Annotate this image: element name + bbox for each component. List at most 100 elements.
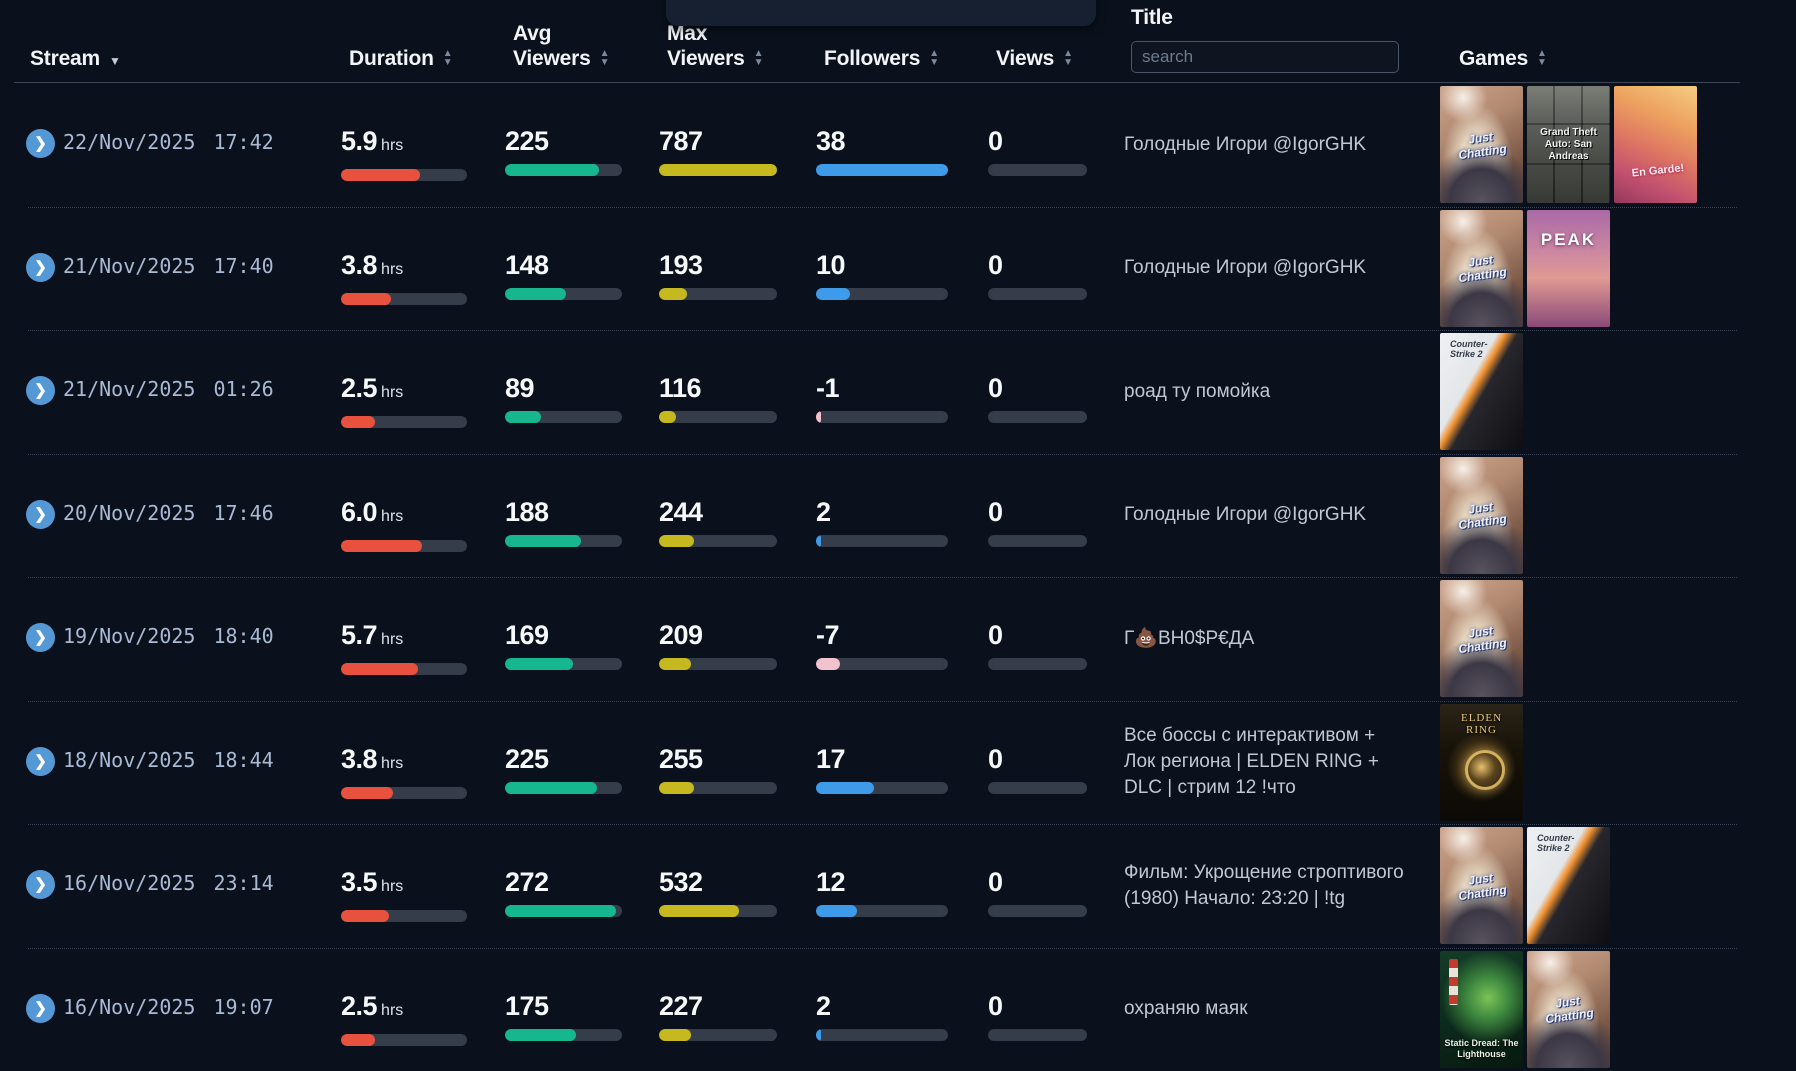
column-header-views[interactable]: Views xyxy=(988,47,1123,83)
followers-bar xyxy=(816,1028,948,1041)
duration-unit: hrs xyxy=(381,507,404,525)
sort-toggle-icon[interactable] xyxy=(1063,50,1073,67)
game-thumbnail-just-chatting[interactable]: Just Chatting xyxy=(1440,209,1523,327)
duration-bar-fill xyxy=(341,416,376,428)
avg-viewers-value: 89 xyxy=(505,373,535,403)
views-value: 0 xyxy=(988,990,1003,1021)
followers-bar-fill xyxy=(816,658,840,670)
avg-viewers-value: 225 xyxy=(505,126,549,156)
game-thumbnail-gta-san-andreas[interactable]: Grand Theft Auto: San Andreas xyxy=(1527,86,1610,204)
chevron-right-icon xyxy=(34,877,47,892)
max-viewers-value: 209 xyxy=(659,620,703,650)
stream-date: 21/Nov/2025 xyxy=(63,377,196,401)
sort-toggle-icon[interactable] xyxy=(600,50,610,67)
game-thumbnail-counter-strike-2[interactable]: Counter-Strike 2 xyxy=(1440,333,1523,451)
duration-cell: 2.5 hrs xyxy=(341,330,505,454)
views-bar xyxy=(988,658,1087,670)
stream-date: 20/Nov/2025 xyxy=(63,500,196,525)
followers-cell: 12 xyxy=(816,824,988,948)
game-thumbnail-en-garde[interactable]: En Garde! xyxy=(1614,86,1697,204)
expand-row-button[interactable] xyxy=(26,993,55,1023)
views-value: 0 xyxy=(988,496,1003,527)
avg-viewers-cell: 188 xyxy=(505,454,659,578)
sort-toggle-icon[interactable] xyxy=(1537,50,1547,67)
sort-desc-icon xyxy=(443,59,453,67)
sort-toggle-icon[interactable] xyxy=(929,50,939,67)
column-header-stream[interactable]: Stream xyxy=(0,47,341,83)
followers-value: -7 xyxy=(816,620,840,650)
duration-cell: 3.8 hrs xyxy=(341,701,505,825)
max-viewers-bar xyxy=(659,164,777,176)
followers-cell: 17 xyxy=(816,701,988,825)
games-cell: Just Chatting Grand Theft Auto: San Andre… xyxy=(1440,83,1796,207)
sort-toggle-icon[interactable] xyxy=(754,50,764,67)
column-header-avg-viewers[interactable]: Avg Viewers xyxy=(505,21,659,83)
game-title-label: Counter-Strike 2 xyxy=(1450,339,1488,360)
followers-bar-fill xyxy=(816,781,875,794)
followers-value: -1 xyxy=(816,373,840,403)
duration-bar xyxy=(341,416,467,428)
game-thumbnail-just-chatting[interactable]: Just Chatting xyxy=(1527,950,1610,1068)
duration-bar-fill xyxy=(341,539,422,552)
views-bar xyxy=(988,1028,1087,1041)
max-viewers-bar xyxy=(659,1028,777,1041)
duration-bar xyxy=(341,1033,467,1046)
game-thumbnail-static-dread[interactable]: Static Dread: The Lighthouse xyxy=(1440,950,1523,1068)
stream-datetime: 16/Nov/2025 19:07 xyxy=(63,948,341,1071)
game-thumbnail-counter-strike-2[interactable]: Counter-Strike 2 xyxy=(1527,827,1610,945)
games-cell: Just Chatting xyxy=(1440,577,1796,701)
expand-cell xyxy=(0,454,63,578)
expand-row-button[interactable] xyxy=(26,623,55,652)
duration-cell: 3.5 hrs xyxy=(341,824,505,948)
avg-viewers-cell: 225 xyxy=(505,83,659,207)
max-viewers-value: 244 xyxy=(659,496,703,527)
game-thumbnail-just-chatting[interactable]: Just Chatting xyxy=(1440,456,1523,574)
expand-row-button[interactable] xyxy=(26,746,55,776)
title-search-input[interactable] xyxy=(1131,41,1399,73)
game-thumbnail-just-chatting[interactable]: Just Chatting xyxy=(1440,827,1523,945)
followers-bar xyxy=(816,287,948,300)
stream-datetime: 20/Nov/2025 17:46 xyxy=(63,454,341,578)
duration-value: 2.5 xyxy=(341,373,378,403)
games-cell: Static Dread: The Lighthouse Just Chattin… xyxy=(1440,948,1796,1071)
expand-row-button[interactable] xyxy=(26,499,55,529)
game-thumbnail-peak[interactable]: PEAK xyxy=(1527,209,1610,327)
stream-datetime: 21/Nov/2025 01:26 xyxy=(63,330,341,454)
column-label-followers: Followers xyxy=(824,47,921,70)
expand-row-button[interactable] xyxy=(26,870,55,899)
game-title-label: Grand Theft Auto: San Andreas xyxy=(1540,126,1597,162)
avg-viewers-bar-fill xyxy=(505,658,573,670)
expand-row-button[interactable] xyxy=(26,129,55,158)
game-thumbnail-just-chatting[interactable]: Just Chatting xyxy=(1440,580,1523,698)
max-viewers-bar xyxy=(659,781,777,794)
views-cell: 0 xyxy=(988,577,1123,701)
stream-datetime: 22/Nov/2025 17:42 xyxy=(63,83,341,207)
column-header-followers[interactable]: Followers xyxy=(816,47,988,83)
sort-toggle-icon[interactable] xyxy=(443,50,453,67)
avg-viewers-cell: 175 xyxy=(505,948,659,1071)
games-list: Just Chatting xyxy=(1440,580,1523,698)
game-title-label: Just Chatting xyxy=(1457,129,1508,162)
duration-unit: hrs xyxy=(381,754,404,772)
sort-desc-icon xyxy=(1063,59,1073,67)
followers-bar xyxy=(816,411,948,423)
game-title-label: Just Chatting xyxy=(1457,623,1508,656)
expand-row-button[interactable] xyxy=(26,376,55,405)
chevron-right-icon xyxy=(34,630,47,645)
title-cell: охраняю маяк xyxy=(1123,948,1440,1071)
followers-bar-fill xyxy=(816,534,822,547)
column-header-duration[interactable]: Duration xyxy=(341,47,505,83)
column-header-games[interactable]: Games xyxy=(1440,47,1796,83)
column-header-max-viewers[interactable]: Max Viewers xyxy=(659,21,816,83)
game-thumbnail-just-chatting[interactable]: Just Chatting xyxy=(1440,86,1523,204)
game-title-label: ELDEN RING xyxy=(1460,711,1503,736)
followers-bar-fill xyxy=(816,905,857,917)
game-thumbnail-elden-ring[interactable]: ELDEN RING xyxy=(1440,703,1523,821)
stream-title: Г💩ВН0$Р€ДА xyxy=(1124,627,1255,649)
stream-time: 17:46 xyxy=(213,500,274,525)
stream-title: Все боссы с интерактивом + Лок региона |… xyxy=(1124,725,1379,799)
duration-bar-fill xyxy=(341,1033,376,1046)
expand-row-button[interactable] xyxy=(26,252,55,282)
